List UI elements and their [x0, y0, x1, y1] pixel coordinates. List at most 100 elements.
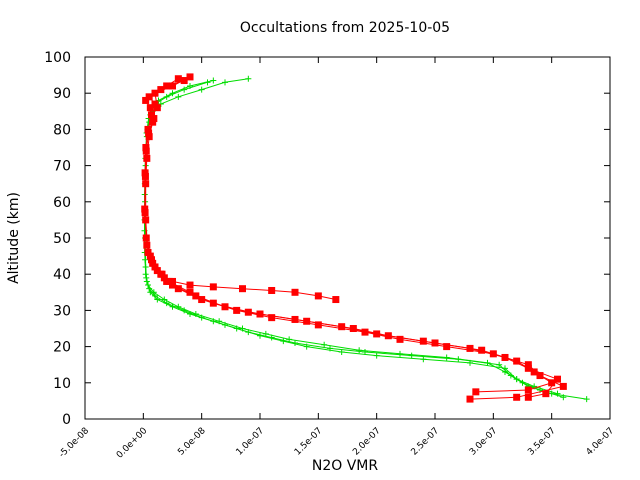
data-point [244, 308, 252, 316]
data-point [239, 285, 246, 293]
data-point [513, 376, 520, 383]
y-tick-label: 90 [53, 86, 71, 102]
data-point [151, 100, 159, 108]
data-point [362, 349, 368, 356]
data-point [239, 325, 246, 332]
data-point [175, 303, 182, 310]
data-point [327, 345, 333, 352]
x-tick-label: 1.5e-07 [293, 426, 325, 458]
series-layer [141, 73, 590, 403]
data-point [174, 285, 182, 293]
data-point [146, 252, 154, 260]
data-point [349, 325, 357, 332]
data-point [396, 335, 404, 343]
data-point [153, 104, 161, 112]
data-point [174, 75, 182, 83]
data-point [204, 79, 211, 86]
data-point [513, 393, 521, 401]
x-tick-label: 0.0e+00 [115, 426, 150, 461]
series-line [143, 81, 558, 395]
data-point [321, 341, 328, 348]
data-point [262, 330, 269, 337]
data-point [153, 267, 161, 275]
data-point [478, 346, 486, 354]
data-point [143, 241, 151, 249]
y-tick-label: 100 [44, 50, 71, 66]
data-point [361, 328, 369, 336]
data-point [524, 393, 532, 401]
y-axis-label: Altitude (km) [6, 192, 22, 284]
data-point [145, 129, 153, 137]
data-point [150, 289, 157, 296]
data-point [314, 292, 322, 300]
data-point [530, 368, 538, 376]
data-point [291, 315, 299, 323]
y-tick-label: 40 [53, 267, 71, 283]
data-point [161, 296, 168, 303]
data-point [583, 396, 590, 403]
data-point [484, 359, 491, 366]
data-point [145, 93, 153, 101]
data-point [144, 248, 152, 256]
data-point [198, 86, 205, 93]
data-point [186, 281, 194, 289]
data-point [466, 395, 474, 403]
x-tick-label: 3.5e-07 [526, 426, 558, 458]
data-point [268, 286, 276, 294]
data-point [192, 311, 199, 318]
data-point [292, 339, 298, 346]
data-point [143, 154, 151, 162]
data-point [186, 288, 194, 296]
data-point [142, 234, 150, 242]
y-tick-label: 20 [53, 340, 71, 356]
data-point [216, 318, 223, 325]
data-point [181, 86, 188, 93]
data-point [496, 361, 503, 368]
x-tick-label: 1.0e-07 [235, 426, 267, 458]
data-point [152, 292, 158, 299]
data-point [142, 96, 150, 104]
data-point [397, 350, 403, 357]
data-point [169, 281, 176, 289]
data-point [286, 336, 293, 343]
data-point [186, 73, 194, 81]
data-point [443, 354, 450, 361]
data-point [559, 382, 567, 390]
data-point [209, 299, 217, 307]
data-point [542, 390, 550, 398]
data-point [502, 368, 508, 375]
data-point [373, 352, 380, 359]
data-point [554, 375, 561, 383]
data-point [420, 356, 427, 363]
y-tick-label: 0 [62, 412, 71, 428]
series-green [141, 75, 590, 403]
data-point [169, 277, 176, 285]
data-point [513, 357, 521, 365]
data-point [160, 274, 168, 282]
data-point [192, 292, 200, 300]
data-point [524, 361, 532, 369]
y-tick-label: 50 [53, 231, 71, 247]
data-point [373, 330, 381, 338]
data-point [158, 270, 166, 278]
data-point [560, 394, 567, 401]
data-point [144, 125, 152, 133]
data-point [245, 75, 252, 82]
data-point [180, 77, 188, 85]
x-tick-label: 2.0e-07 [351, 426, 383, 458]
x-tick-label: 2.5e-07 [410, 426, 442, 458]
data-point [149, 259, 157, 267]
y-tick-label: 80 [53, 122, 71, 138]
data-point [141, 169, 149, 177]
x-tick-label: 4.0e-07 [585, 426, 617, 458]
data-point [163, 93, 170, 100]
x-tick-label: 3.0e-07 [468, 426, 500, 458]
data-point [209, 283, 217, 291]
data-point [524, 364, 532, 372]
series-line [172, 280, 336, 300]
y-tick-label: 10 [53, 376, 71, 392]
data-point [332, 296, 340, 304]
chart-title: Occultations from 2025-10-05 [240, 20, 450, 36]
